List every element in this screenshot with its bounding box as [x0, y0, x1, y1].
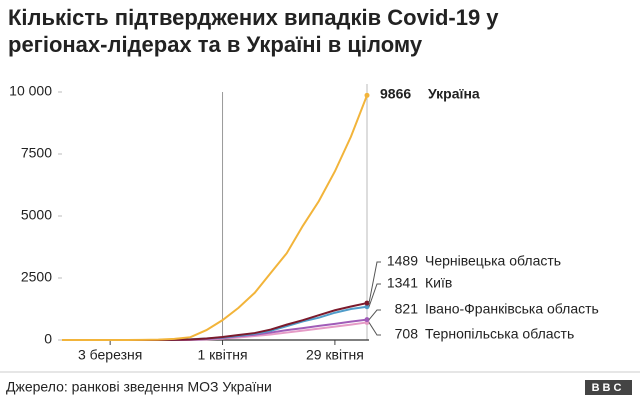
y-tick-label: 5000	[21, 207, 52, 223]
value-label: 1489	[387, 253, 418, 269]
series-label: Чернівецька область	[425, 253, 561, 269]
source: Джерело: ранкові зведення МОЗ України	[6, 379, 272, 395]
value-label: 9866	[380, 86, 411, 102]
value-label: 708	[395, 326, 419, 342]
leader-line	[368, 309, 381, 320]
y-tick-label: 0	[44, 331, 52, 347]
series-label: Тернопільська область	[425, 326, 574, 342]
value-label: 1341	[387, 275, 418, 291]
x-tick-label: 1 квітня	[197, 347, 247, 363]
y-tick-label: 2500	[21, 269, 52, 285]
value-label: 821	[395, 301, 419, 317]
x-tick-label: 29 квітня	[306, 347, 364, 363]
series-line	[62, 302, 368, 341]
leader-line	[368, 322, 381, 336]
end-dot	[364, 300, 370, 306]
chart-title: Кількість підтверджених випадків Covid-1…	[8, 5, 499, 57]
leader-line	[368, 283, 381, 307]
series-label: Україна	[428, 86, 480, 102]
end-dot	[364, 317, 370, 323]
end-dot	[364, 304, 370, 310]
leader-line	[368, 261, 381, 304]
series-line	[62, 94, 368, 341]
end-dot	[364, 92, 370, 98]
series-label: Івано-Франківська область	[425, 301, 599, 317]
y-tick-label: 7500	[21, 145, 52, 161]
logo: BBC	[592, 382, 625, 394]
y-tick-label: 10 000	[9, 83, 52, 99]
series-label: Київ	[425, 275, 452, 291]
logo-box	[585, 380, 632, 395]
series-line	[62, 305, 368, 341]
x-tick-label: 3 березня	[78, 347, 142, 363]
